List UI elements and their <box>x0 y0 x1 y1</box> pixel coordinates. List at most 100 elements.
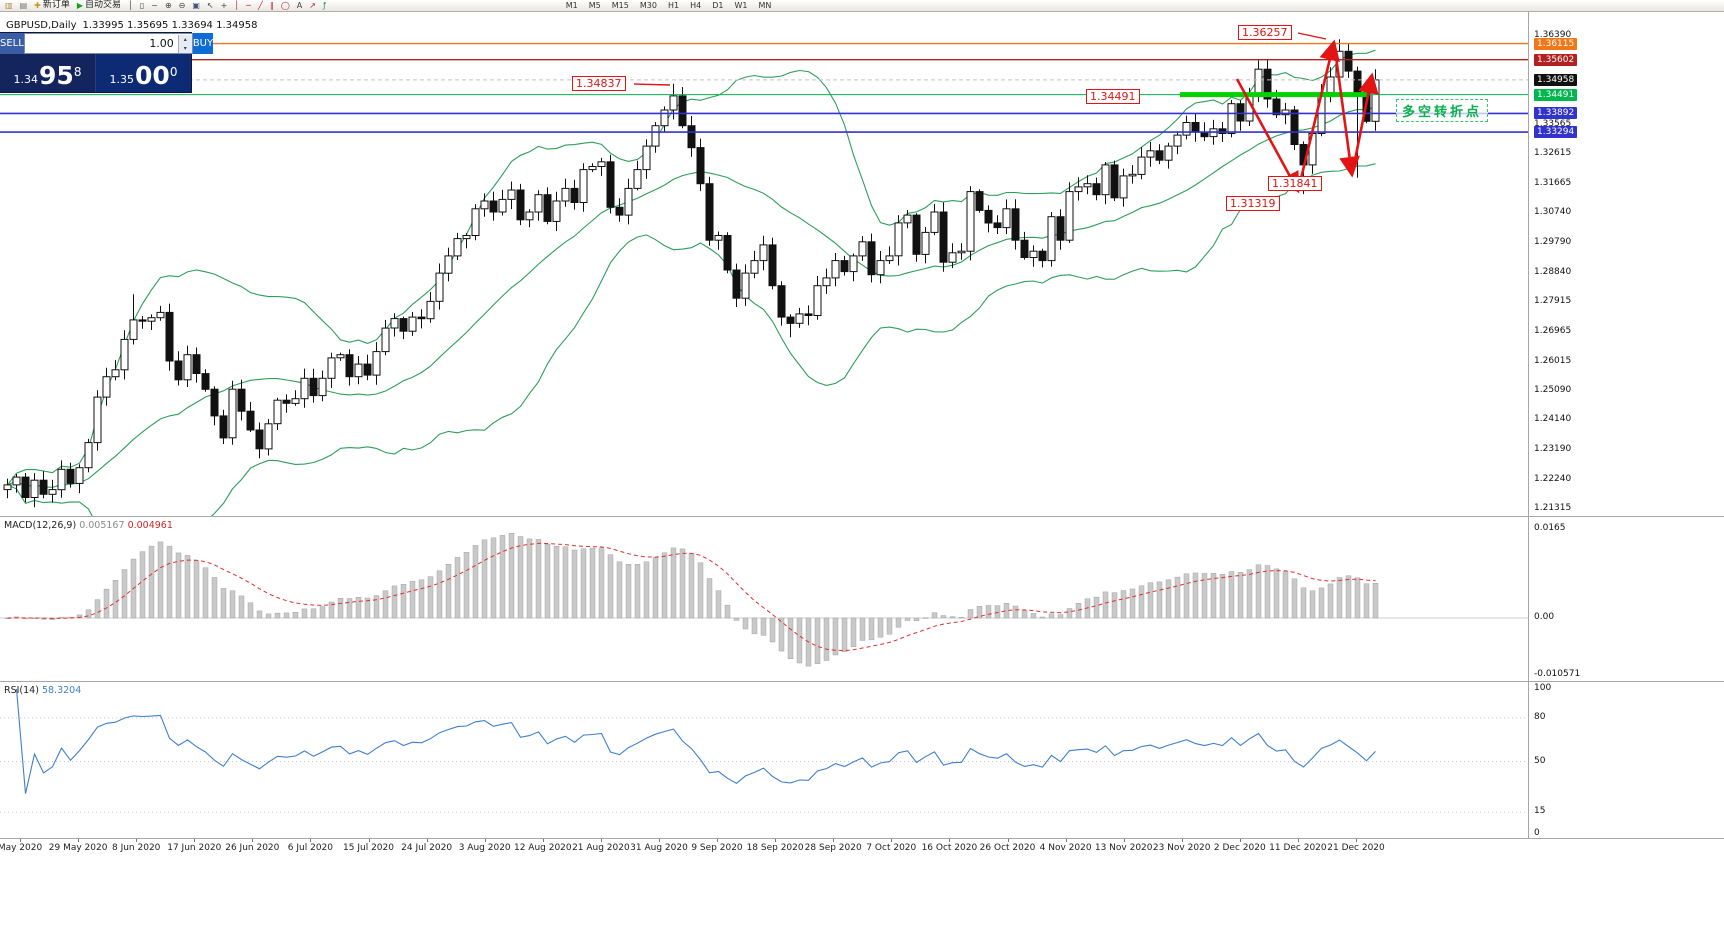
time-tick <box>542 839 544 842</box>
candle <box>1155 150 1164 161</box>
candle <box>1227 103 1236 134</box>
candle <box>210 388 219 417</box>
candle <box>138 319 147 322</box>
time-label: 13 Nov 2020 <box>1094 843 1153 853</box>
toolbar-ellipse-button[interactable]: ◯ <box>281 0 290 11</box>
candle <box>93 396 102 444</box>
time-axis: May 2020 29 May 2020 8 Jun 2020 17 Jun 2020… <box>0 838 1724 860</box>
candle <box>444 255 453 274</box>
macd-bar <box>1048 613 1055 619</box>
macd-bar <box>526 538 533 619</box>
candle <box>102 376 111 398</box>
macd-name: MACD(12,26,9) <box>4 520 77 531</box>
macd-bar <box>58 616 65 619</box>
time-label: 7 Oct 2020 <box>866 843 917 853</box>
candle <box>1083 183 1092 188</box>
timeframe-W1-button[interactable]: W1 <box>734 1 748 10</box>
macd-bar <box>571 549 578 619</box>
timeframe-M1-button[interactable]: M1 <box>565 1 578 10</box>
toolbar-vertical-line-button[interactable]: │ <box>234 0 239 11</box>
toolbar-cursor-button[interactable]: ↖ <box>207 0 214 11</box>
time-label: 29 May 2020 <box>48 843 108 853</box>
candle <box>606 161 615 208</box>
toolbar-line-chart-style-button[interactable]: ~ <box>151 0 158 11</box>
candle <box>696 147 705 185</box>
sell-price-button[interactable]: 1.34 95 8 <box>0 54 95 92</box>
candle <box>453 238 462 257</box>
toolbar-buttons-group: ▥ ▤ ✚ 新订单 ▶ 自动交易 │ ▯ ~ ⊕ ⊖ ▣ ↖ + │ ─ ╱ ∥ ◯ A ↗ ƒ <box>0 0 331 11</box>
time-label: 24 Jul 2020 <box>401 843 453 853</box>
toolbar-zoom-in-button[interactable]: ⊕ <box>165 0 172 11</box>
macd-bar <box>1066 608 1073 619</box>
time-tick <box>426 839 428 842</box>
macd-bar <box>454 557 461 619</box>
toolbar-new-order-button[interactable]: ✚ 新订单 <box>34 0 70 11</box>
toolbar-crosshair-button[interactable]: + <box>221 0 228 11</box>
time-tick <box>1065 839 1067 842</box>
macd-bar <box>355 596 362 619</box>
timeframe-MN-button[interactable]: MN <box>758 1 772 10</box>
toolbar-tile-windows-button[interactable]: ▣ <box>192 0 200 11</box>
candle <box>615 206 624 216</box>
macd-bar <box>337 597 344 619</box>
volume-increase-button[interactable]: ▴ <box>178 34 192 44</box>
toolbar-indicators-button[interactable]: ƒ <box>323 0 326 11</box>
time-label: 11 Dec 2020 <box>1269 843 1327 853</box>
sell-button[interactable]: SELL <box>0 33 24 54</box>
candlestick-chart-canvas[interactable] <box>0 11 1724 516</box>
price-annotation-1.34491[interactable]: 1.34491 <box>1086 89 1140 104</box>
toolbar-channel-button[interactable]: ∥ <box>270 0 274 11</box>
toolbar-trendline-button[interactable]: ╱ <box>258 0 263 11</box>
candle <box>471 208 480 237</box>
toolbar-charts-button[interactable]: ▥ <box>5 0 13 11</box>
buy-price-button[interactable]: 1.35 00 0 <box>95 54 191 92</box>
timeframe-H4-button[interactable]: H4 <box>690 1 702 10</box>
buy-button[interactable]: BUY <box>192 33 214 54</box>
toolbar-arrows-button[interactable]: ↗ <box>309 0 316 11</box>
timeframe-M15-button[interactable]: M15 <box>611 1 629 10</box>
macd-chart-canvas[interactable] <box>0 517 1724 682</box>
toolbar-candle-chart-style-button[interactable]: ▯ <box>140 0 144 11</box>
candle <box>246 410 255 431</box>
timeframe-D1-button[interactable]: D1 <box>712 1 724 10</box>
rsi-line <box>15 688 1376 794</box>
timeframe-M30-button[interactable]: M30 <box>639 1 657 10</box>
line-chart-style-icon: ~ <box>151 1 158 10</box>
candle <box>390 318 399 329</box>
macd-bar <box>472 545 479 619</box>
candle <box>156 311 165 319</box>
macd-bar <box>643 561 650 619</box>
toolbar-bar-chart-style-button[interactable]: │ <box>128 0 133 11</box>
pattern-arrow <box>1332 41 1360 178</box>
candle <box>867 241 876 276</box>
toolbar-text-button[interactable]: A <box>297 0 302 11</box>
candle <box>1236 103 1245 122</box>
macd-bar <box>445 564 452 619</box>
price-annotation-1.31319[interactable]: 1.31319 <box>1226 196 1280 211</box>
volume-decrease-button[interactable]: ▾ <box>178 43 192 53</box>
price-annotation-1.31841[interactable]: 1.31841 <box>1268 176 1322 191</box>
price-annotation-1.36257[interactable]: 1.36257 <box>1238 25 1292 40</box>
toolbar-zoom-out-button[interactable]: ⊖ <box>179 0 186 11</box>
timeframe-H1-button[interactable]: H1 <box>667 1 680 10</box>
turning-point-label[interactable]: 多空转折点 <box>1396 99 1489 122</box>
price-tick: 1.30740 <box>1534 207 1572 218</box>
buy-price-prefix: 1.35 <box>109 73 135 86</box>
candle <box>1344 50 1353 72</box>
price-annotation-1.34837[interactable]: 1.34837 <box>572 76 626 91</box>
macd-bar <box>481 539 488 619</box>
price-tag-1.33294: 1.33294 <box>1534 126 1578 139</box>
timeframe-M5-button[interactable]: M5 <box>588 1 601 10</box>
sell-price-pip: 8 <box>73 65 82 79</box>
candle <box>417 316 426 320</box>
candle <box>174 360 183 381</box>
toolbar-profiles-button[interactable]: ▤ <box>20 0 28 11</box>
toolbar-horizontal-line-button[interactable]: ─ <box>246 0 251 11</box>
candle <box>912 214 921 255</box>
rsi-scale-tick: 100 <box>1534 683 1552 693</box>
macd-bar <box>409 581 416 619</box>
rsi-chart-canvas[interactable] <box>0 682 1724 839</box>
toolbar-autotrade-button[interactable]: ▶ 自动交易 <box>77 0 121 11</box>
volume-input[interactable] <box>24 35 178 52</box>
time-label: 4 Nov 2020 <box>1039 843 1092 853</box>
